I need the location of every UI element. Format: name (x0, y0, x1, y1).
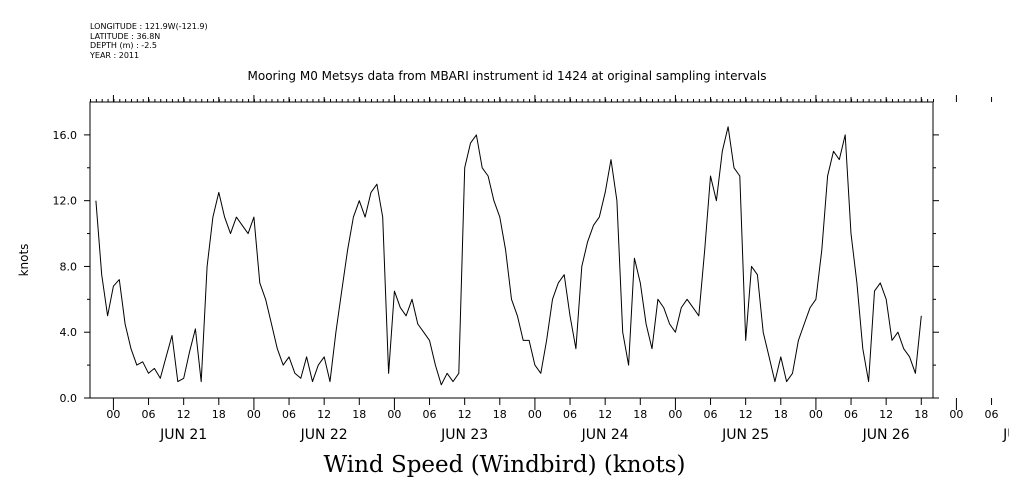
x-hour-tick-label: 00 (247, 408, 261, 421)
y-tick-label: 0.0 (60, 392, 78, 405)
x-hour-tick-label: 00 (809, 408, 823, 421)
y-tick-label: 4.0 (60, 326, 78, 339)
x-day-label: JUN 24 (581, 427, 629, 443)
x-hour-tick-label: 12 (317, 408, 331, 421)
x-hour-tick-label: 12 (739, 408, 753, 421)
x-hour-tick-label: 00 (106, 408, 120, 421)
y-tick-label: 16.0 (53, 129, 78, 142)
x-hour-tick-label: 00 (387, 408, 401, 421)
x-hour-tick-label: 18 (774, 408, 788, 421)
x-hour-tick-label: 18 (352, 408, 366, 421)
x-hour-tick-label: 18 (493, 408, 507, 421)
depth-text: DEPTH (m) : -2.5 (90, 41, 157, 50)
x-day-label: JUN 25 (721, 427, 769, 443)
x-hour-tick-label: 06 (704, 408, 718, 421)
x-hour-tick-label: 06 (985, 408, 999, 421)
x-hour-tick-label: 06 (282, 408, 296, 421)
x-axis-label: Wind Speed (Windbird) (knots) (323, 452, 686, 478)
x-hour-tick-label: 18 (212, 408, 226, 421)
y-tick-label: 8.0 (60, 260, 78, 273)
plot-frame (89, 101, 934, 399)
x-hour-tick-label: 06 (844, 408, 858, 421)
mooring-metadata: LONGITUDE : 121.9W(-121.9) LATITUDE : 36… (90, 22, 208, 60)
wind-speed-series-line (95, 126, 922, 386)
y-tick-label: 12.0 (53, 195, 78, 208)
x-hour-tick-label: 06 (563, 408, 577, 421)
x-day-label: JUN 26 (862, 427, 910, 443)
x-hour-tick-label: 06 (142, 408, 156, 421)
x-hour-tick-label: 12 (177, 408, 191, 421)
x-hour-tick-label: 00 (949, 408, 963, 421)
x-hour-tick-label: 18 (633, 408, 647, 421)
x-day-label: JUN 27 (1002, 427, 1009, 443)
x-hour-tick-label: 18 (914, 408, 928, 421)
x-day-label: JUN 21 (159, 427, 207, 443)
x-hour-tick-label: 00 (528, 408, 542, 421)
x-hour-tick-label: 12 (879, 408, 893, 421)
x-hour-tick-label: 00 (668, 408, 682, 421)
x-day-label: JUN 23 (440, 427, 488, 443)
year-text: YEAR : 2011 (90, 50, 140, 60)
longitude-text: LONGITUDE : 121.9W(-121.9) (90, 22, 208, 31)
latitude-text: LATITUDE : 36.8N (90, 31, 161, 41)
chart-title: Mooring M0 Metsys data from MBARI instru… (247, 69, 767, 83)
x-day-label: JUN 22 (300, 427, 348, 443)
x-hour-tick-label: 12 (598, 408, 612, 421)
x-hour-tick-label: 06 (423, 408, 437, 421)
x-hour-tick-label: 12 (458, 408, 472, 421)
